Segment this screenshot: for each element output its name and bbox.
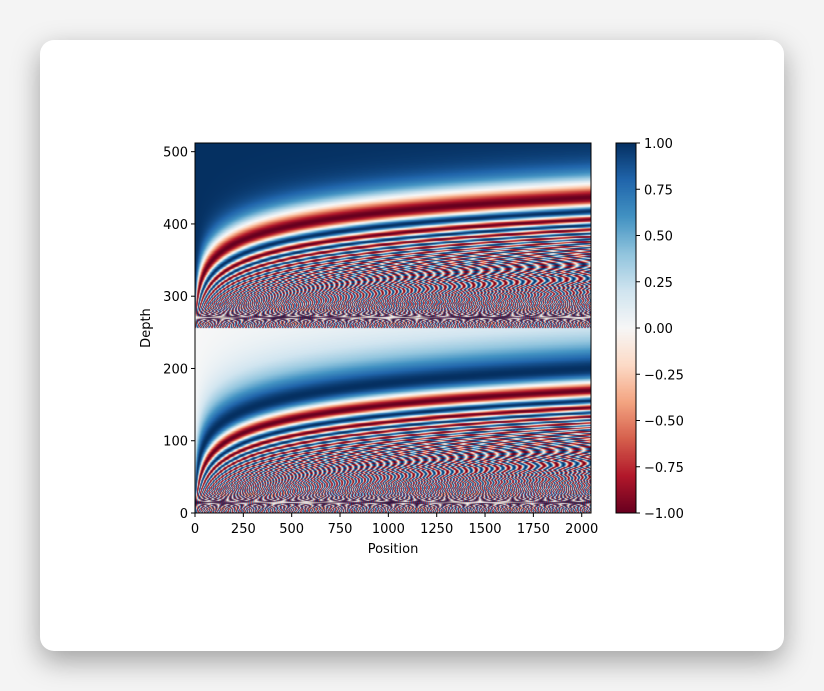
y-tick-label: 400: [163, 218, 188, 233]
colorbar-tick-label: −0.50: [644, 415, 684, 430]
x-tick-label: 750: [328, 522, 353, 537]
x-axis-ticks: 0 250 500 750 1000 1250 1500 1750 2000: [191, 513, 598, 537]
x-tick-label: 250: [231, 522, 256, 537]
x-tick-label: 1250: [420, 522, 453, 537]
x-tick-label: 1500: [468, 522, 501, 537]
y-tick-label: 200: [163, 362, 188, 377]
colorbar-frame: [615, 142, 637, 514]
colorbar-tick-label: 0.75: [644, 183, 673, 198]
colorbar-tick-label: 0.00: [644, 322, 673, 337]
x-tick-label: 1750: [517, 522, 550, 537]
x-axis-title: Position: [368, 542, 419, 557]
y-tick-label: 0: [180, 507, 188, 522]
y-axis-ticks: 0 100 200 300 400 500: [163, 146, 195, 522]
y-tick-label: 300: [163, 290, 188, 305]
colorbar-tick-label: 1.00: [644, 137, 673, 152]
colorbar-tick-label: 0.25: [644, 276, 673, 291]
x-tick-label: 500: [279, 522, 304, 537]
y-axis-title: Depth: [139, 308, 154, 348]
y-tick-label: 100: [163, 435, 188, 450]
colorbar-ticks: 1.00 0.75 0.50 0.25 0.00 −0.25 −0.50 −0.75 −1.00: [636, 137, 684, 522]
plot-frame: [194, 142, 592, 514]
colorbar-tick-label: −0.75: [644, 461, 684, 476]
colorbar-tick-label: 0.50: [644, 230, 673, 245]
y-tick-label: 500: [163, 146, 188, 161]
colorbar-tick-label: −1.00: [644, 507, 684, 522]
x-tick-label: 1000: [372, 522, 405, 537]
colorbar-tick-label: −0.25: [644, 368, 684, 383]
heatmap-image: [195, 143, 591, 513]
x-tick-label: 0: [191, 522, 199, 537]
colorbar-gradient: [616, 143, 636, 513]
x-tick-label: 2000: [565, 522, 598, 537]
